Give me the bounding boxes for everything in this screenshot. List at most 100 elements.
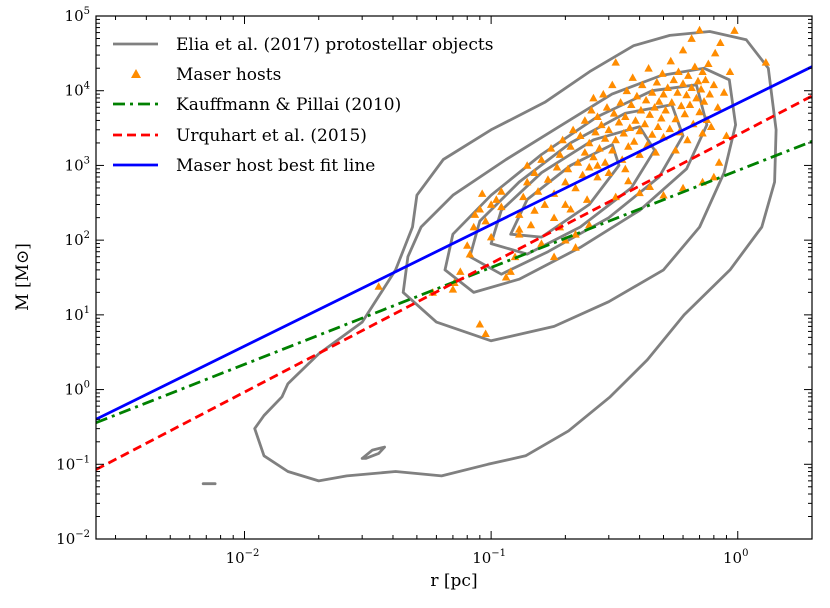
maser-host-point: [635, 150, 644, 158]
y-tick-label-base: 10: [65, 7, 84, 25]
y-tick-label-base: 10: [56, 530, 75, 548]
maser-host-point: [704, 59, 713, 68]
maser-host-point: [593, 112, 602, 120]
maser-host-point: [698, 67, 707, 76]
kauffmann-pillai-2010-line: [96, 140, 812, 425]
maser-host-point: [616, 98, 625, 106]
maser-host-point: [683, 135, 692, 144]
x-tick-label-base: 10: [472, 549, 491, 567]
maser-host-point: [522, 177, 532, 186]
y-tick-label: 103: [65, 155, 90, 174]
maser-host-point: [576, 131, 585, 140]
maser-host-point: [669, 75, 678, 84]
maser-host-point: [698, 128, 707, 137]
maser-host-point: [475, 319, 485, 328]
x-tick-label-exponent: −2: [245, 548, 260, 559]
legend-label: Kauffmann & Pillai (2010): [176, 95, 401, 115]
y-tick-label: 10−1: [56, 454, 90, 473]
y-tick-label-base: 10: [65, 156, 84, 174]
maser-host-point: [530, 206, 539, 214]
urquhart-et-al-2015-line: [96, 94, 812, 471]
maser-host-point: [546, 144, 556, 152]
maser-host-point: [674, 67, 683, 76]
maser-host-point: [608, 145, 617, 154]
maser-host-point: [587, 105, 596, 114]
density-contour-7: [360, 445, 387, 460]
maser-host-point: [673, 88, 682, 96]
maser-host-point: [705, 89, 714, 98]
y-tick-label: 102: [65, 230, 90, 249]
maser-host-point: [659, 190, 668, 199]
maser-host-point: [638, 80, 647, 89]
maser-host-point: [680, 109, 690, 118]
legend-label: Elia et al. (2017) protostellar objects: [176, 35, 493, 55]
maser-host-point: [561, 200, 570, 208]
maser-host-point: [374, 282, 383, 290]
maser-host-point: [635, 188, 644, 197]
maser-host-point: [627, 100, 636, 109]
maser-host-point: [684, 71, 693, 79]
maser-host-point: [640, 119, 650, 128]
maser-host-point: [519, 192, 528, 201]
maser-host-point: [580, 116, 590, 124]
y-tick-label: 105: [65, 6, 90, 25]
maser-host-point: [665, 124, 674, 133]
density-contour-1: [253, 30, 778, 483]
maser-host-point: [667, 98, 676, 106]
maser-host-point: [537, 239, 546, 247]
density-contour-2: [401, 66, 737, 343]
maser-host-point: [597, 120, 606, 129]
maser-host-point: [644, 64, 653, 72]
maser-host-point: [619, 128, 628, 137]
maser-host-point: [611, 135, 620, 144]
y-tick-label-exponent: 4: [84, 81, 90, 92]
maser-host-point: [761, 58, 771, 66]
maser-host-point: [678, 79, 688, 87]
maser-host-point: [463, 241, 472, 249]
maser-host-point: [678, 45, 688, 54]
maser-host-point: [602, 103, 612, 111]
y-tick-label-exponent: 1: [84, 305, 90, 316]
maser-host-point: [663, 83, 672, 91]
maser-host-point: [661, 105, 670, 114]
maser-host-point: [469, 222, 478, 231]
maser-host-point: [699, 97, 709, 105]
y-tick-label-base: 10: [65, 381, 84, 399]
density-contour-5: [489, 125, 656, 256]
maser-host-point: [657, 113, 666, 122]
maser-host-point: [492, 195, 501, 203]
maser-host-point: [692, 93, 701, 102]
maser-host-point: [515, 230, 524, 238]
scatter-layer: [374, 25, 771, 338]
maser-host-point: [682, 90, 691, 99]
maser-host-point: [552, 162, 562, 171]
maser-host-point: [621, 164, 630, 173]
maser-host-point: [678, 183, 688, 192]
maser-host-point: [652, 78, 662, 86]
maser-host-point: [585, 162, 594, 171]
maser-host-point: [628, 73, 637, 81]
maser-host-point: [465, 249, 475, 258]
x-tick-label-exponent: 0: [742, 548, 748, 559]
y-tick-label-base: 10: [65, 231, 84, 249]
y-tick-label: 10−2: [56, 529, 90, 548]
maser-host-point: [571, 243, 580, 251]
maser-host-point: [600, 158, 610, 166]
fit-line-layer: [96, 65, 812, 471]
maser-host-point: [604, 168, 613, 177]
maser-host-point: [591, 127, 600, 136]
legend-item: Maser hosts: [131, 65, 281, 85]
maser-host-point: [593, 161, 602, 169]
maser-host-point: [568, 125, 578, 134]
maser-host-best-fit-line-line: [96, 65, 812, 421]
maser-host-point: [631, 116, 640, 124]
maser-host-point: [481, 329, 490, 338]
maser-host-point: [621, 112, 630, 120]
maser-host-point: [580, 148, 590, 156]
legend-item: Maser host best fit line: [113, 156, 375, 176]
maser-host-point: [582, 195, 592, 203]
y-tick-label-exponent: 2: [84, 230, 90, 241]
maser-host-point: [648, 130, 657, 138]
x-tick-label: 10−2: [226, 548, 260, 567]
